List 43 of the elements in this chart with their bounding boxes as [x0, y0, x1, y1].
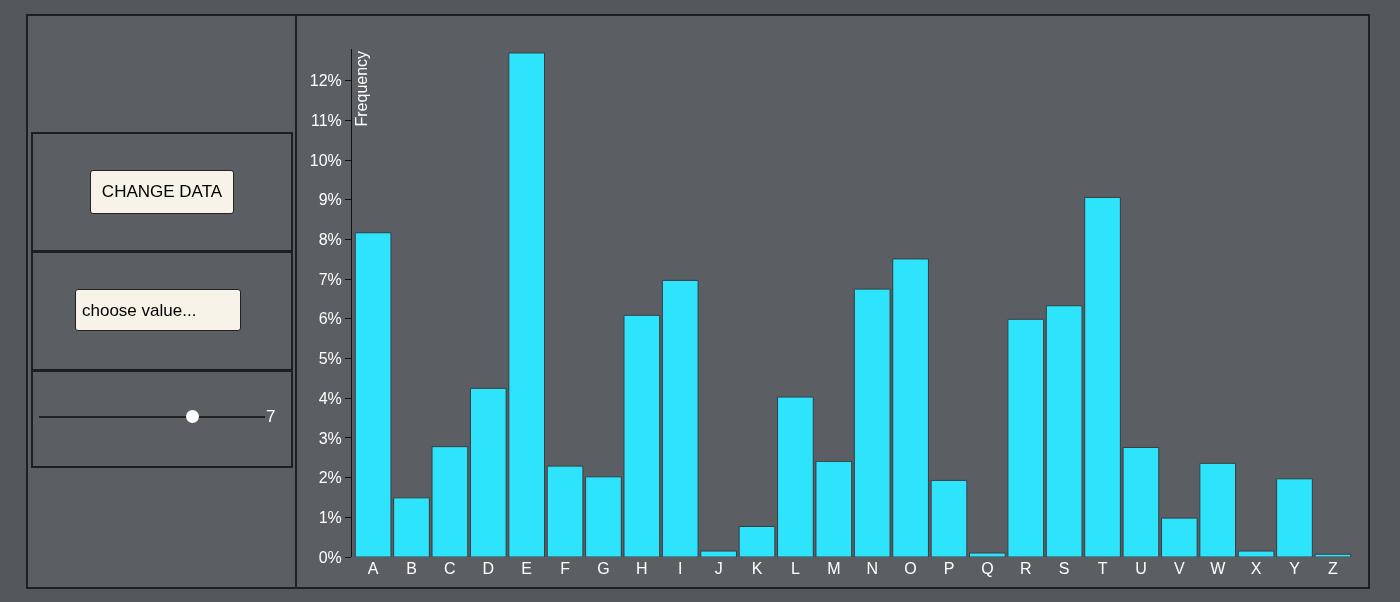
x-tick-label: P: [943, 560, 955, 577]
x-tick-label: Y: [1289, 560, 1301, 577]
y-tick-label: 5%: [318, 350, 342, 368]
y-tick-label: 6%: [318, 310, 342, 328]
x-tick-label: A: [367, 560, 379, 577]
x-tick-label: E: [521, 560, 533, 577]
x-tick-label: D: [482, 560, 495, 577]
x-tick-label: C: [444, 560, 456, 577]
x-tick-label: U: [1135, 560, 1147, 577]
x-tick-label: Z: [1328, 560, 1338, 577]
text: 7: [266, 407, 276, 427]
x-tick-label: O: [904, 560, 917, 577]
x-tick-label: V: [1173, 560, 1185, 577]
y-tick-label: 4%: [318, 389, 342, 407]
y-tick-label: 12%: [309, 72, 342, 90]
x-tick-label: Q: [981, 560, 994, 577]
x-tick-label: K: [751, 560, 763, 577]
x-tick-label: N: [866, 560, 878, 577]
y-tick-label: 0%: [318, 548, 342, 566]
x-tick-label: S: [1058, 560, 1070, 577]
x-tick-label: B: [406, 560, 417, 577]
x-tick-label: G: [597, 560, 610, 577]
x-tick-label: T: [1097, 560, 1108, 577]
x-tick-label: W: [1210, 560, 1227, 577]
y-tick-label: 7%: [318, 270, 342, 288]
y-axis-title: Frequency: [352, 50, 370, 127]
x-tick-label: M: [827, 560, 841, 577]
y-tick-label: 3%: [318, 429, 342, 447]
x-tick-label: H: [636, 560, 648, 577]
x-tick-label: F: [560, 560, 571, 577]
button: CHANGE DATA: [90, 170, 234, 214]
x-tick-label: X: [1250, 560, 1262, 577]
x-tick-label: R: [1019, 560, 1032, 577]
x-tick-label: L: [790, 560, 800, 577]
y-tick-label: 8%: [318, 231, 342, 249]
y-tick-label: 11%: [310, 112, 342, 130]
y-tick-label: 10%: [309, 151, 342, 169]
x-tick-label: I: [678, 560, 683, 577]
y-tick-label: 9%: [318, 191, 342, 209]
text-field: choose value...: [75, 289, 241, 331]
y-tick-label: 2%: [318, 469, 342, 487]
y-tick-label: 1%: [318, 508, 342, 526]
x-tick-label: J: [714, 560, 723, 577]
